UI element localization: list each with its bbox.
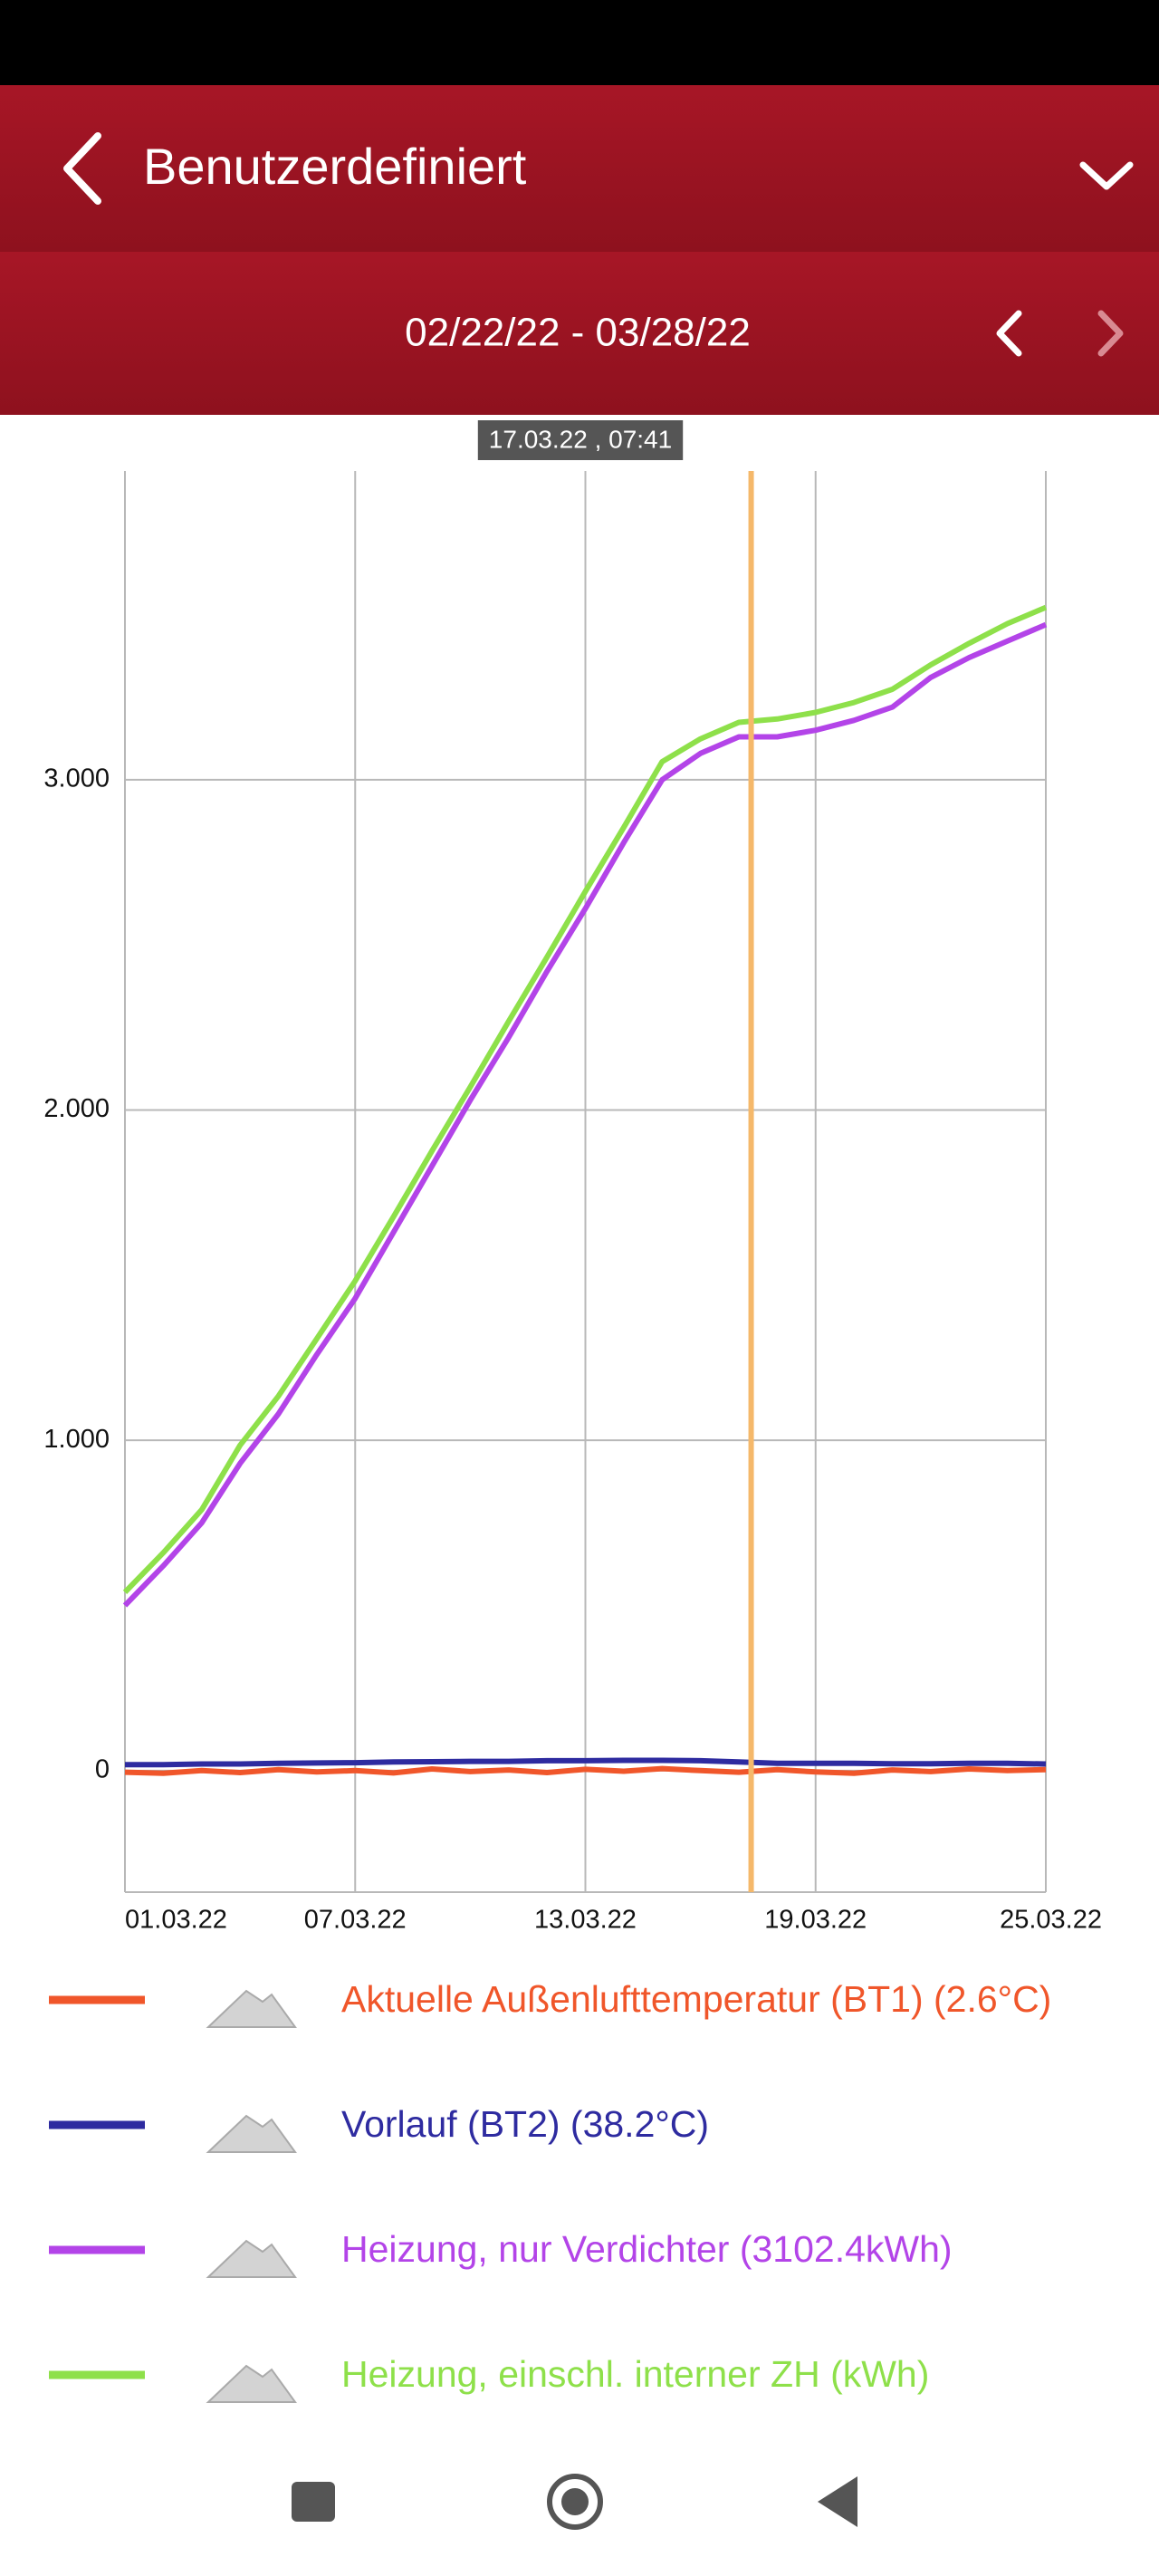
series-line xyxy=(125,1757,1047,1768)
tooltip-box xyxy=(477,420,684,460)
series-line xyxy=(124,1765,1047,1776)
previous-button[interactable] xyxy=(996,310,1022,357)
nav-recents[interactable] xyxy=(292,2482,335,2522)
screen-title: Benutzerdefiniert xyxy=(143,138,527,195)
nav-home[interactable] xyxy=(547,2474,603,2530)
series-line xyxy=(122,604,1048,1594)
x-tick-label: 25.03.22 xyxy=(1000,1906,1102,1935)
tooltip-label: 17.03.22 , 07:41 xyxy=(489,425,672,453)
legend-label: Heizung, einschl. interner ZH (kWh) xyxy=(341,2353,929,2395)
y-tick-label: 2.000 xyxy=(43,1094,110,1123)
date-range: 02/22/22 - 03/28/22 xyxy=(405,311,751,355)
x-tick-label: 19.03.22 xyxy=(764,1906,867,1935)
legend-label: Aktuelle Außenlufttemperatur (BT1) (2.6°… xyxy=(341,1978,1051,2020)
legend-area-toggle[interactable] xyxy=(206,2239,297,2278)
legend-area-toggle[interactable] xyxy=(206,1989,297,2028)
nav-back[interactable] xyxy=(818,2476,857,2527)
legend-area-toggle[interactable] xyxy=(206,2114,297,2153)
dropdown-button[interactable] xyxy=(1079,161,1134,190)
y-tick-label: 3.000 xyxy=(43,764,110,793)
y-tick-label: 0 xyxy=(95,1754,110,1783)
date-bar xyxy=(0,252,1159,415)
y-tick-label: 1.000 xyxy=(43,1425,110,1454)
legend-area-toggle[interactable] xyxy=(206,2364,297,2403)
x-tick-label: 01.03.22 xyxy=(125,1906,227,1935)
back-button[interactable] xyxy=(63,132,101,205)
chart: 0 1.000 2.000 3.000 01.03.22 07.03.22 13.03.22… xyxy=(43,420,1102,1935)
legend-label: Heizung, nur Verdichter (3102.4kWh) xyxy=(341,2228,953,2270)
app-bar xyxy=(0,85,1159,252)
legend-label: Vorlauf (BT2) (38.2°C) xyxy=(341,2103,709,2145)
x-tick-label: 07.03.22 xyxy=(304,1906,407,1935)
series-line xyxy=(122,621,1048,1608)
x-tick-label: 13.03.22 xyxy=(534,1906,637,1935)
status-bar xyxy=(0,0,1159,85)
nav-home-dot xyxy=(561,2488,589,2515)
legend: Aktuelle Außenlufttemperatur (BT1) (2.6°… xyxy=(49,1978,1051,2403)
cursor-tooltip: 17.03.22 , 07:41 xyxy=(477,420,684,460)
next-button[interactable] xyxy=(1097,310,1124,357)
